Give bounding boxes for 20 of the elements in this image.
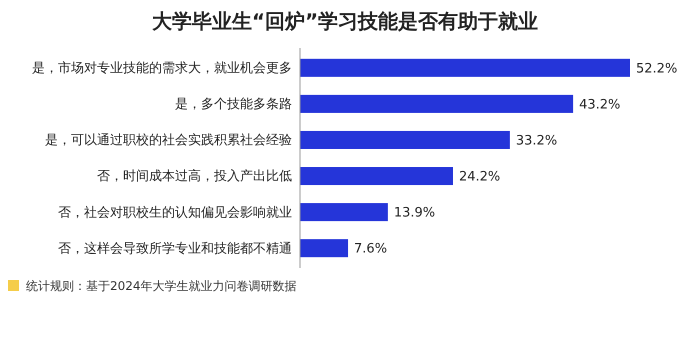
data-label: 24.2% <box>458 170 500 185</box>
y-tick-label: 是，可以通过职校的社会实践积累社会经验 <box>45 132 292 148</box>
chart-title: 大学毕业生“回炉”学习技能是否有助于就业 <box>152 9 538 33</box>
data-label: 7.6% <box>354 242 388 257</box>
bar <box>300 203 388 222</box>
y-tick-label: 是，多个技能多条路 <box>175 96 292 112</box>
data-label: 33.2% <box>516 134 558 149</box>
bar <box>300 167 453 186</box>
text: 统计规则：基于2024年大学生就业力问卷调研数据 <box>26 279 297 293</box>
bar <box>300 94 574 113</box>
data-label: 52.2% <box>636 61 678 76</box>
bar <box>300 130 510 149</box>
y-tick-label: 否，这样会导致所学专业和技能都不精通 <box>58 240 292 256</box>
y-tick-label: 否，时间成本过高，投入产出比低 <box>97 168 292 184</box>
data-label: 43.2% <box>579 97 620 112</box>
bar <box>300 239 348 258</box>
y-tick-label: 否，社会对职校生的认知偏见会影响就业 <box>58 204 292 220</box>
data-label: 13.9% <box>394 206 436 221</box>
bar <box>300 58 630 77</box>
y-tick-label: 是，市场对专业技能的需求大，就业机会更多 <box>32 60 292 75</box>
